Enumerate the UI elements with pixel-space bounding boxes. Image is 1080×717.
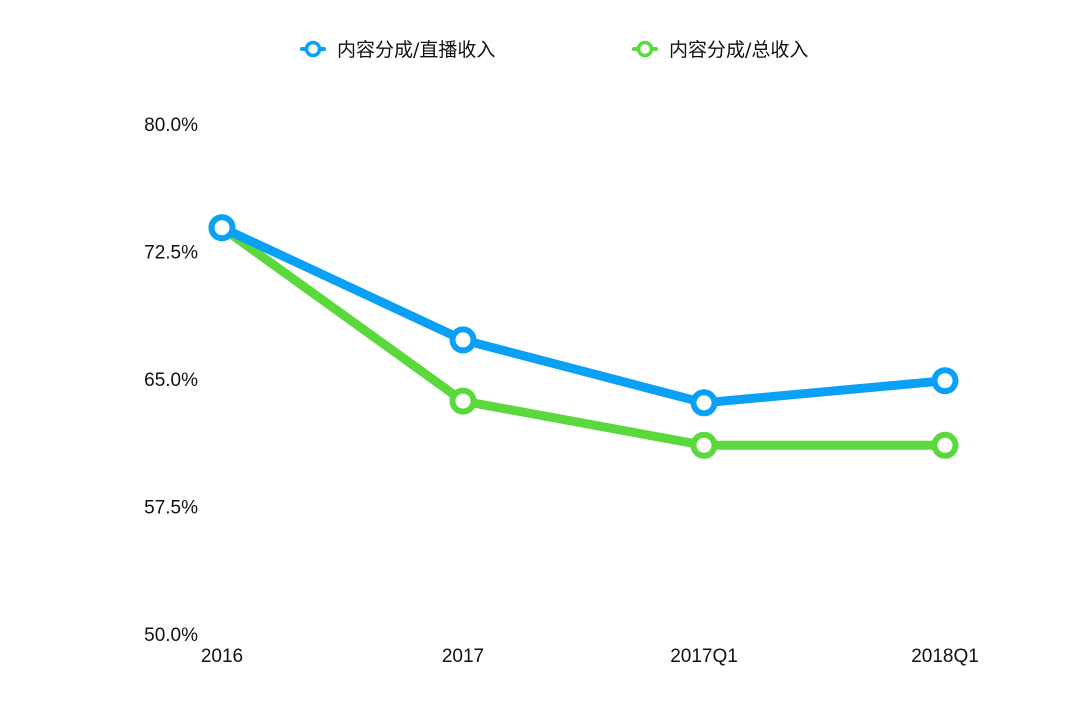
y-tick-label: 50.0% xyxy=(144,625,198,646)
series-line xyxy=(217,223,950,450)
x-tick-label: 2017Q1 xyxy=(670,646,738,667)
y-tick-label: 65.0% xyxy=(144,370,198,391)
legend-item: 内容分成/直播收入 xyxy=(300,39,495,61)
legend-label: 内容分成/直播收入 xyxy=(337,39,495,61)
legend-item: 内容分成/总收入 xyxy=(632,39,808,61)
series-2 xyxy=(208,214,959,459)
legend: 内容分成/直播收入 内容分成/总收入 xyxy=(300,39,808,61)
data-point xyxy=(449,387,477,415)
x-axis: 2016 2017 2017Q1 2018Q1 xyxy=(201,646,979,667)
data-point xyxy=(449,326,477,354)
data-point xyxy=(931,367,959,395)
plot-area xyxy=(208,214,959,459)
x-tick-label: 2018Q1 xyxy=(911,646,979,667)
x-tick-label: 2016 xyxy=(201,646,243,667)
legend-circle-marker xyxy=(304,40,322,58)
data-point xyxy=(931,431,959,459)
series-1 xyxy=(208,214,959,417)
y-tick-label: 57.5% xyxy=(144,498,198,519)
y-tick-label: 80.0% xyxy=(144,115,198,136)
data-point xyxy=(690,389,718,417)
y-tick-label: 72.5% xyxy=(144,243,198,264)
x-tick-label: 2017 xyxy=(442,646,484,667)
data-point xyxy=(690,431,718,459)
legend-circle-marker xyxy=(636,40,654,58)
data-point xyxy=(208,214,236,242)
series-line xyxy=(217,223,950,408)
legend-label: 内容分成/总收入 xyxy=(669,39,808,61)
y-axis: 80.0% 72.5% 65.0% 57.5% 50.0% xyxy=(144,115,198,646)
